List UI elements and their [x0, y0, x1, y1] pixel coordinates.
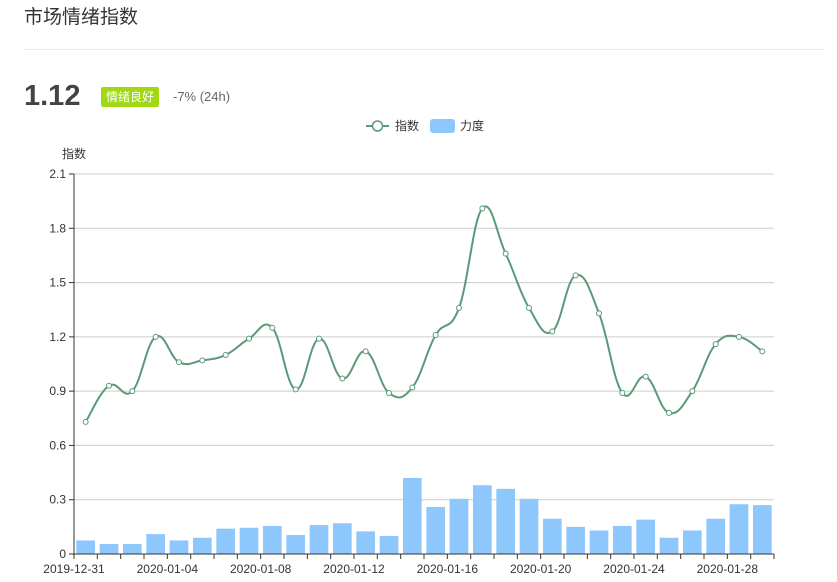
y-tick-label: 0	[59, 547, 66, 561]
force-bar[interactable]	[146, 534, 165, 554]
y-tick-label: 2.1	[49, 167, 66, 181]
x-tick-label: 2020-01-04	[137, 562, 199, 576]
force-bar[interactable]	[473, 485, 492, 554]
index-point[interactable]	[246, 335, 252, 342]
index-point[interactable]	[596, 310, 602, 317]
y-tick-label: 1.8	[49, 221, 66, 235]
x-tick-label: 2020-01-24	[603, 562, 665, 576]
force-bar[interactable]	[729, 504, 749, 554]
x-tick-label: 2020-01-28	[697, 562, 759, 576]
force-bar[interactable]	[333, 523, 352, 554]
index-point[interactable]	[502, 250, 509, 257]
bar-series	[76, 478, 772, 554]
index-point[interactable]	[82, 418, 89, 425]
force-bar[interactable]	[263, 525, 282, 554]
index-point[interactable]	[409, 384, 416, 391]
index-point[interactable]	[432, 332, 439, 339]
index-point[interactable]	[106, 382, 112, 389]
x-tick-label: 2020-01-16	[417, 562, 479, 576]
x-tick-label: 2020-01-20	[510, 562, 572, 576]
index-point[interactable]	[619, 389, 626, 396]
force-bar[interactable]	[659, 537, 679, 554]
index-point[interactable]	[572, 272, 579, 279]
grid-lines	[74, 173, 774, 501]
force-bar[interactable]	[706, 518, 725, 554]
index-point[interactable]	[689, 388, 696, 395]
force-bar[interactable]	[99, 544, 119, 554]
force-bar[interactable]	[566, 526, 585, 554]
line-points	[82, 205, 766, 425]
force-bar[interactable]	[426, 506, 445, 554]
axes: 0 0.3 0.6 0.9 1.2 1.5 1.8 2.1 2019-12-31 2020-01-…	[43, 167, 775, 576]
page-title: 市场情绪指数	[24, 6, 139, 28]
index-point[interactable]	[339, 375, 346, 382]
force-bar[interactable]	[193, 537, 212, 554]
index-point[interactable]	[222, 351, 229, 358]
force-bar[interactable]	[753, 505, 772, 554]
y-axis-name: 指数	[62, 146, 86, 161]
index-point[interactable]	[129, 388, 136, 395]
x-tick-label: 2020-01-08	[230, 562, 292, 576]
force-bar[interactable]	[76, 540, 95, 554]
index-point[interactable]	[176, 359, 182, 366]
index-point[interactable]	[316, 335, 322, 342]
force-bar[interactable]	[286, 535, 305, 554]
index-point[interactable]	[199, 357, 206, 364]
index-point[interactable]	[549, 328, 556, 335]
index-point[interactable]	[666, 409, 672, 416]
y-tick-label: 0.9	[49, 384, 66, 398]
legend-item-index[interactable]: 指数	[366, 118, 419, 133]
force-bar[interactable]	[613, 525, 632, 554]
force-bar[interactable]	[309, 525, 329, 554]
index-point[interactable]	[712, 341, 719, 348]
legend-item-force[interactable]: 力度	[430, 118, 484, 133]
index-point[interactable]	[456, 304, 462, 311]
force-bar[interactable]	[496, 488, 515, 554]
index-value: 1.12	[24, 80, 81, 112]
index-point[interactable]	[152, 333, 159, 340]
index-point[interactable]	[642, 373, 649, 380]
force-bar[interactable]	[543, 518, 562, 554]
index-point[interactable]	[526, 304, 532, 311]
force-bar[interactable]	[216, 528, 235, 554]
force-bar[interactable]	[239, 527, 259, 554]
change-text: -7% (24h)	[173, 89, 231, 104]
index-point[interactable]	[736, 333, 742, 340]
legend-circle-swatch	[371, 120, 384, 132]
legend-label-index: 指数	[395, 118, 419, 133]
index-point[interactable]	[759, 348, 766, 355]
x-tick-label: 2019-12-31	[43, 562, 105, 576]
force-bar[interactable]	[123, 544, 142, 554]
mood-badge: 情绪良好	[101, 87, 160, 107]
y-tick-label: 0.3	[49, 493, 66, 507]
index-point[interactable]	[292, 386, 299, 393]
index-point[interactable]	[269, 324, 276, 331]
legend-label-force: 力度	[460, 118, 484, 133]
force-bar[interactable]	[449, 498, 469, 554]
index-line	[84, 205, 763, 423]
force-bar[interactable]	[403, 478, 422, 554]
y-tick-label: 1.2	[49, 330, 66, 344]
force-bar[interactable]	[356, 531, 375, 554]
index-point[interactable]	[479, 205, 486, 212]
y-tick-label: 1.5	[49, 276, 66, 290]
force-bar[interactable]	[683, 530, 702, 554]
index-point[interactable]	[386, 389, 392, 396]
x-tick-label: 2020-01-12	[323, 562, 385, 576]
force-bar[interactable]	[379, 535, 399, 554]
force-bar[interactable]	[169, 540, 189, 554]
force-bar[interactable]	[636, 519, 655, 554]
force-bar[interactable]	[519, 498, 539, 554]
legend[interactable]: 指数 力度	[366, 118, 484, 133]
y-tick-label: 0.6	[49, 438, 66, 452]
legend-bar-swatch	[430, 119, 455, 133]
force-bar[interactable]	[589, 530, 609, 554]
index-point[interactable]	[362, 348, 369, 355]
title-divider	[24, 49, 823, 50]
